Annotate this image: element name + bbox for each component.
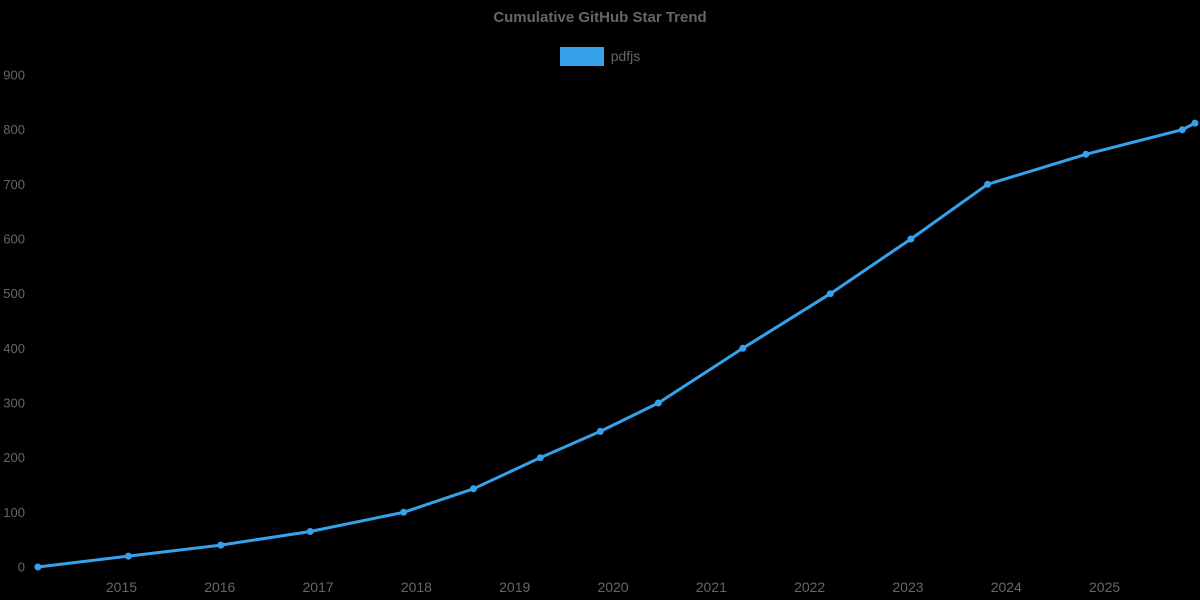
y-axis-tick-label: 700 — [3, 177, 25, 192]
legend-color-swatch — [559, 47, 604, 66]
x-axis-tick-label: 2019 — [499, 579, 530, 595]
data-point — [654, 399, 662, 407]
x-axis-tick-label: 2021 — [696, 579, 727, 595]
y-axis-tick-label: 600 — [3, 232, 25, 247]
x-axis-tick-label: 2015 — [106, 579, 137, 595]
y-axis-tick-label: 100 — [3, 505, 25, 520]
y-axis-tick-label: 300 — [3, 396, 25, 411]
x-axis-tick-label: 2022 — [794, 579, 825, 595]
data-point — [826, 290, 834, 298]
y-axis-tick-label: 900 — [3, 68, 25, 83]
y-axis-tick-label: 800 — [3, 122, 25, 137]
data-point — [400, 508, 408, 516]
y-axis-tick-label: 0 — [18, 560, 25, 575]
legend-series-label: pdfjs — [610, 48, 641, 64]
chart-title: Cumulative GitHub Star Trend — [493, 9, 707, 26]
data-point — [306, 528, 314, 535]
data-point — [1082, 150, 1090, 158]
x-axis-tick-label: 2018 — [401, 579, 432, 595]
x-axis-tick-label: 2023 — [892, 579, 923, 595]
data-point — [536, 454, 544, 462]
x-axis-tick-label: 2016 — [204, 579, 235, 595]
data-point — [907, 235, 915, 243]
x-axis-tick-label: 2020 — [597, 579, 628, 595]
data-point — [984, 180, 992, 188]
data-point — [217, 541, 225, 549]
x-axis-tick-label: 2024 — [991, 579, 1022, 595]
x-axis-tick-label: 2025 — [1089, 579, 1120, 595]
y-axis-tick-label: 500 — [3, 286, 25, 301]
data-point — [124, 552, 132, 560]
data-point — [469, 485, 477, 493]
series-line-pdfjs — [36, 121, 1197, 569]
data-point — [596, 427, 604, 435]
x-axis-tick-label: 2017 — [303, 579, 334, 595]
y-axis-tick-label: 200 — [3, 450, 25, 465]
data-point — [34, 563, 42, 571]
y-axis-tick-label: 400 — [3, 341, 25, 356]
data-point — [739, 344, 747, 352]
data-point — [1191, 119, 1199, 127]
data-point — [1178, 126, 1186, 134]
legend-item-pdfjs[interactable]: pdfjs — [559, 47, 641, 66]
legend: pdfjs — [0, 47, 1200, 66]
